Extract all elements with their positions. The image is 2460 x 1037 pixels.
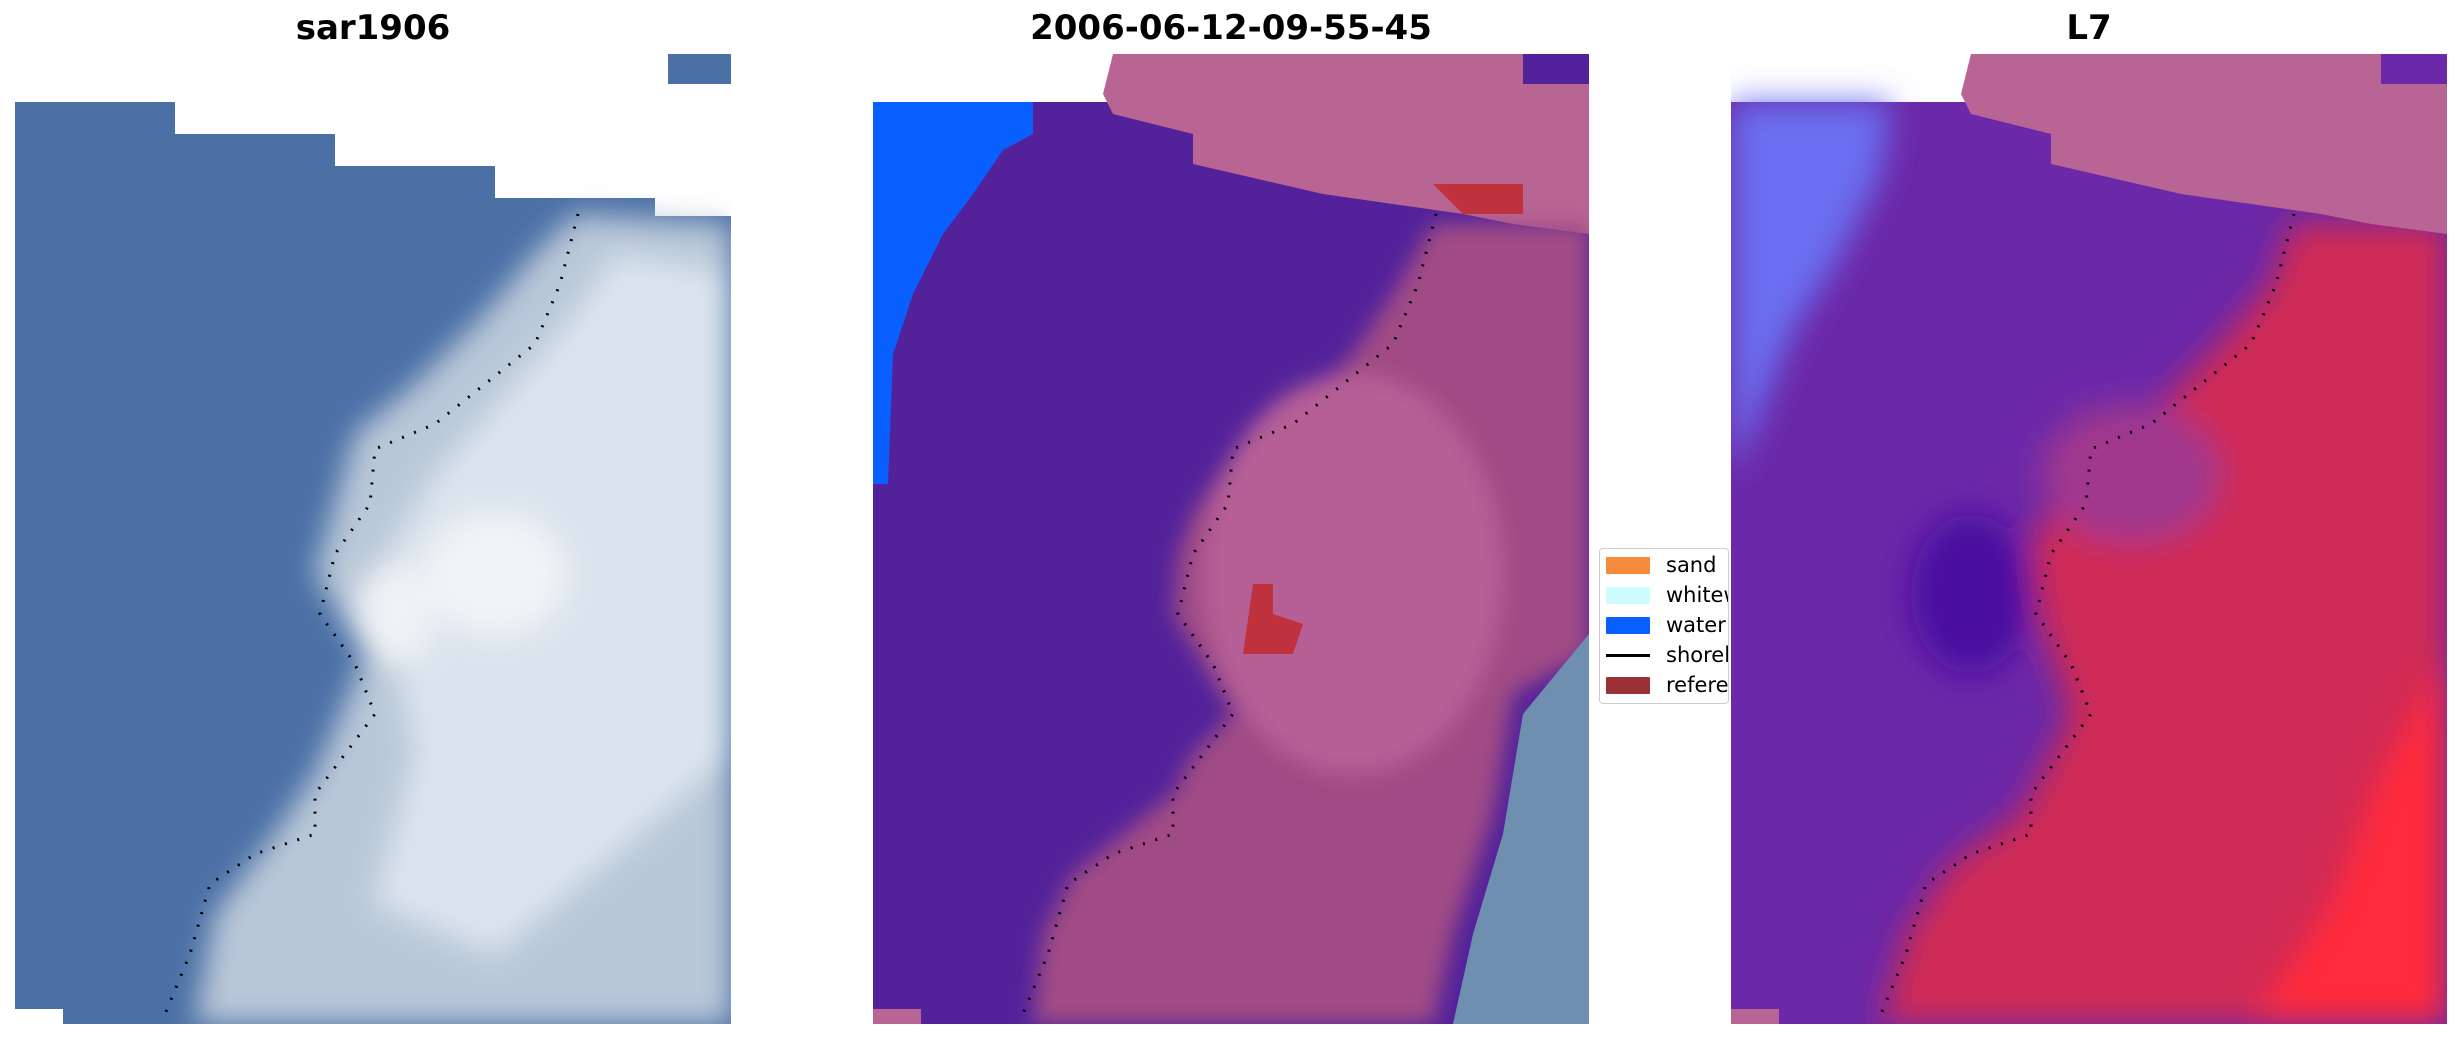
l7-image-panel bbox=[1731, 54, 2447, 1024]
reference-swatch bbox=[1606, 676, 1650, 694]
l7-image bbox=[1731, 54, 2447, 1024]
whitewater-swatch bbox=[1606, 586, 1650, 604]
panel-title-l7: L7 bbox=[2066, 8, 2112, 48]
classified-image bbox=[873, 54, 1589, 1024]
classified-image-panel bbox=[873, 54, 1589, 1024]
rgb-image-panel bbox=[15, 54, 731, 1024]
legend-item-sand: sand bbox=[1606, 553, 1716, 577]
legend-label: sand bbox=[1666, 553, 1717, 577]
legend-item-shoreline: shoreline bbox=[1606, 643, 1729, 667]
legend-label: shoreline bbox=[1666, 643, 1729, 667]
shoreline-swatch bbox=[1606, 653, 1650, 657]
legend-item-water: water bbox=[1606, 613, 1726, 637]
legend-label: water bbox=[1666, 613, 1726, 637]
panel-title-rgb: sar1906 bbox=[295, 8, 451, 48]
rgb-satellite-image bbox=[15, 54, 731, 1024]
legend-label: reference bbox=[1666, 673, 1729, 697]
panel-title-classified: 2006-06-12-09-55-45 bbox=[1030, 8, 1432, 48]
water-swatch bbox=[1606, 616, 1650, 634]
legend-item-reference: reference bbox=[1606, 673, 1729, 697]
sand-swatch bbox=[1606, 556, 1650, 574]
